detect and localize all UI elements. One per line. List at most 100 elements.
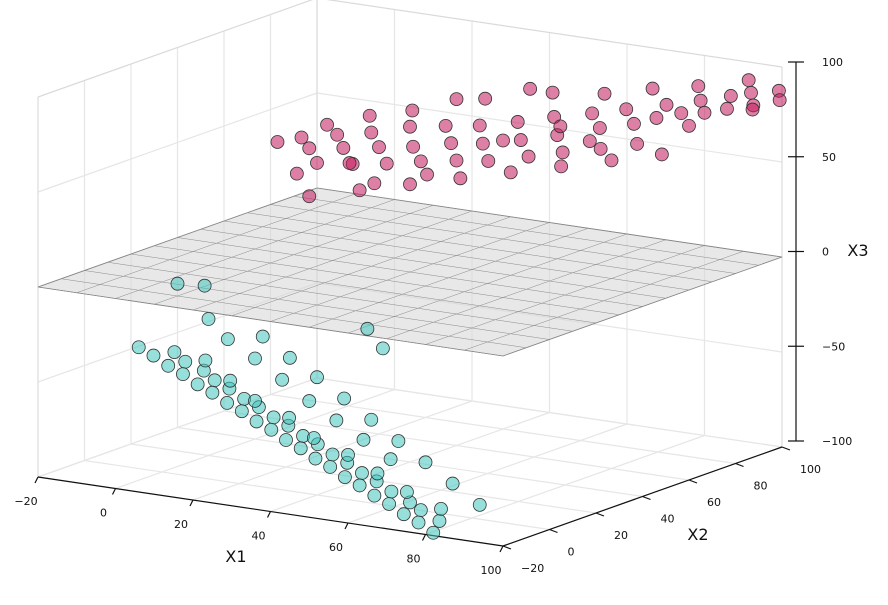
- data-point: [375, 341, 390, 356]
- data-point: [403, 119, 417, 134]
- x-tick-label: 40: [252, 530, 266, 543]
- data-point: [302, 189, 317, 204]
- data-point: [379, 156, 394, 171]
- y-tick-label: 40: [661, 513, 675, 526]
- data-point: [453, 171, 468, 186]
- floor-grid-line-y: [177, 426, 643, 498]
- separating-plane-layer: [37, 187, 783, 357]
- y-tick-label: 0: [568, 546, 575, 559]
- data-point: [772, 93, 787, 108]
- data-point: [426, 525, 441, 540]
- labels-layer: −20 0 20 40 60 80 100 −20 0 20 40 60 80 100 −100 −50 0 50…: [14, 56, 868, 577]
- data-point: [472, 497, 487, 512]
- data-point: [593, 141, 608, 156]
- data-point: [205, 385, 220, 400]
- data-point: [691, 79, 706, 94]
- y-tick-label: 60: [707, 496, 721, 509]
- data-point: [337, 470, 352, 485]
- data-point: [289, 166, 304, 181]
- data-point: [405, 103, 420, 118]
- z-tick-label: 100: [822, 56, 843, 69]
- data-point: [555, 145, 570, 160]
- data-point: [352, 478, 367, 493]
- data-point: [510, 115, 525, 129]
- data-point: [523, 81, 538, 96]
- data-point: [356, 432, 371, 447]
- back-wall-grid-line: [316, 92, 783, 163]
- data-point: [329, 413, 344, 428]
- data-point: [420, 167, 434, 182]
- data-point: [352, 183, 367, 198]
- z-tick-label: 0: [822, 246, 829, 259]
- data-point: [475, 136, 490, 151]
- pane-edge: [37, 0, 313, 98]
- data-point: [306, 431, 321, 445]
- data-point: [438, 118, 453, 133]
- data-point: [367, 176, 382, 191]
- data-point: [264, 422, 279, 437]
- data-point: [367, 488, 382, 503]
- data-point: [496, 133, 510, 148]
- data-point: [619, 102, 634, 117]
- y-tick: [688, 479, 698, 484]
- data-point: [645, 81, 660, 96]
- data-point: [341, 447, 355, 462]
- data-point: [382, 497, 396, 511]
- plane-wire: [464, 251, 744, 351]
- data-point: [293, 441, 308, 456]
- plane-wire: [316, 187, 783, 258]
- data-point: [444, 136, 458, 151]
- data-point: [308, 451, 323, 466]
- x-tick: [499, 545, 504, 553]
- data-point: [302, 394, 317, 408]
- data-point: [553, 119, 568, 134]
- data-point: [178, 354, 193, 369]
- data-point: [207, 373, 222, 388]
- y-tick: [595, 512, 605, 517]
- data-point: [604, 153, 619, 168]
- data-point: [649, 111, 664, 125]
- data-point: [597, 86, 612, 101]
- data-point: [360, 321, 375, 336]
- floor-grid-line-y: [223, 410, 690, 481]
- x-tick: [266, 511, 272, 518]
- data-point: [197, 278, 212, 293]
- data-point: [585, 106, 600, 121]
- data-point: [391, 434, 406, 448]
- data-point: [342, 156, 357, 170]
- data-point: [403, 177, 417, 192]
- data-point: [592, 121, 607, 135]
- x-tick: [189, 499, 194, 507]
- points-layer: [131, 73, 787, 540]
- data-point: [503, 165, 518, 180]
- data-point: [720, 101, 734, 116]
- data-point: [472, 118, 487, 133]
- left-wall-grid-line: [37, 92, 318, 193]
- data-point: [131, 340, 146, 355]
- series-upper: [270, 73, 787, 204]
- z-tick-label: −100: [822, 435, 852, 448]
- y-tick: [549, 528, 558, 534]
- x-tick-label: 60: [329, 541, 343, 554]
- y-tick-label: 100: [800, 463, 821, 476]
- data-point: [355, 466, 369, 480]
- x-tick: [111, 488, 117, 495]
- data-point: [383, 452, 398, 467]
- data-point: [434, 501, 448, 516]
- plane-wire: [293, 196, 759, 266]
- data-point: [723, 89, 738, 103]
- data-point: [294, 130, 309, 145]
- data-point: [248, 351, 262, 366]
- data-point: [323, 459, 338, 474]
- data-point: [330, 127, 345, 142]
- data-point: [270, 135, 285, 149]
- data-point: [478, 91, 493, 106]
- data-point: [282, 350, 297, 365]
- data-point: [674, 106, 689, 121]
- data-point: [146, 348, 161, 363]
- data-point: [266, 410, 281, 425]
- data-point: [249, 414, 264, 429]
- x-tick: [34, 476, 39, 484]
- data-point: [176, 367, 190, 382]
